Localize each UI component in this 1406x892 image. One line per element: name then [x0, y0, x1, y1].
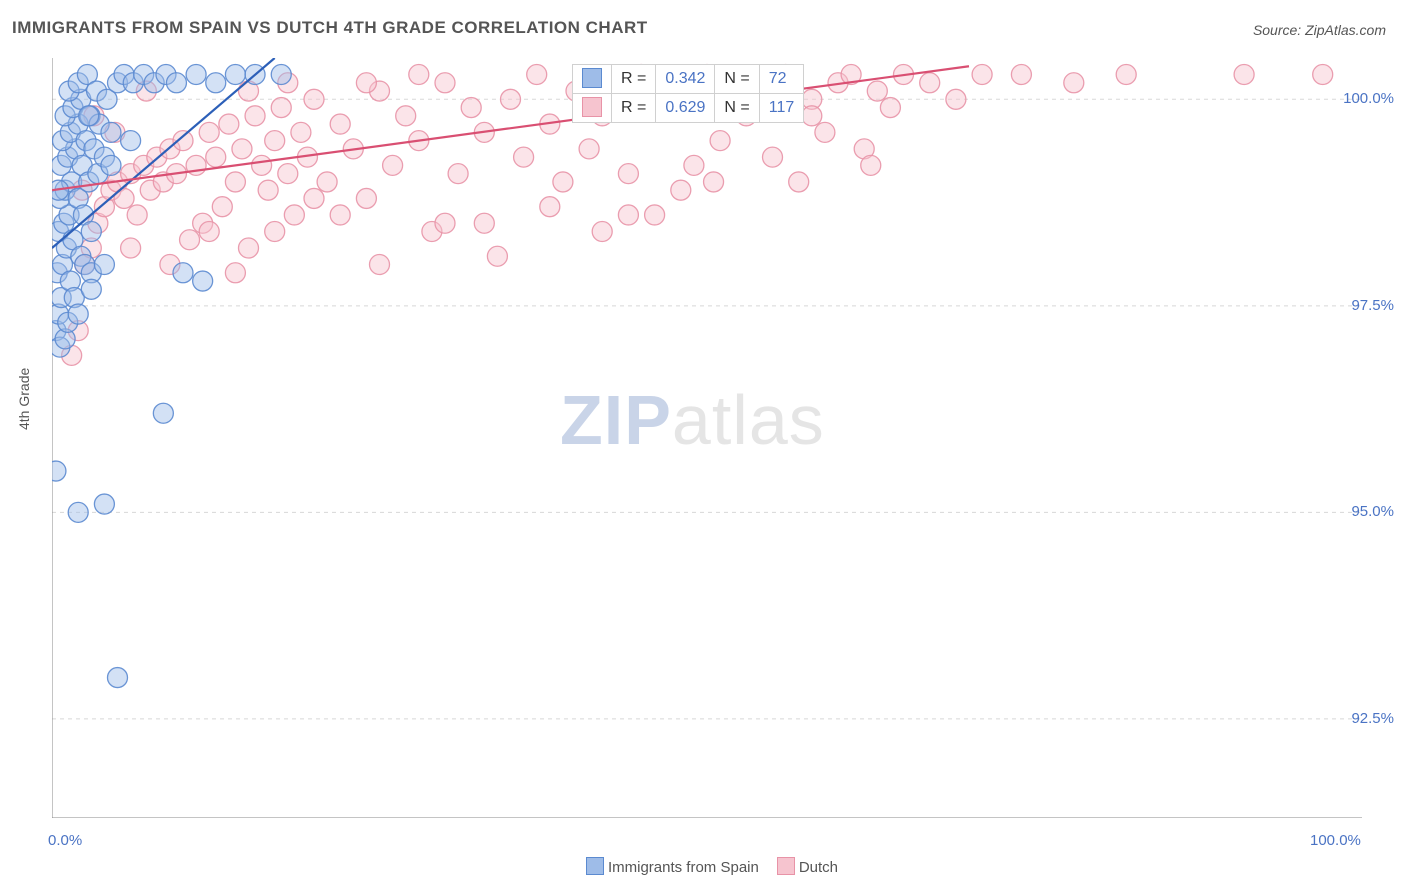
y-tick: 97.5% [1351, 297, 1394, 314]
plot-area [52, 58, 1362, 818]
x-tick: 0.0% [48, 832, 82, 849]
y-tick: 92.5% [1351, 710, 1394, 727]
y-tick: 95.0% [1351, 503, 1394, 520]
y-axis-label: 4th Grade [16, 368, 32, 430]
source-credit: Source: ZipAtlas.com [1253, 22, 1386, 38]
chart-title: IMMIGRANTS FROM SPAIN VS DUTCH 4TH GRADE… [12, 18, 648, 38]
bottom-legend: Immigrants from Spain Dutch [0, 857, 1406, 876]
stats-table: R =0.342 N =72 R =0.629 N =117 [572, 64, 804, 123]
legend-label: Immigrants from Spain [608, 859, 759, 876]
y-tick: 100.0% [1343, 90, 1394, 107]
legend-swatch [586, 857, 604, 875]
scatter-svg [52, 58, 1362, 818]
legend-swatch [777, 857, 795, 875]
stats-legend-box: R =0.342 N =72 R =0.629 N =117 [572, 64, 804, 123]
legend-label: Dutch [799, 859, 838, 876]
x-tick: 100.0% [1310, 832, 1361, 849]
